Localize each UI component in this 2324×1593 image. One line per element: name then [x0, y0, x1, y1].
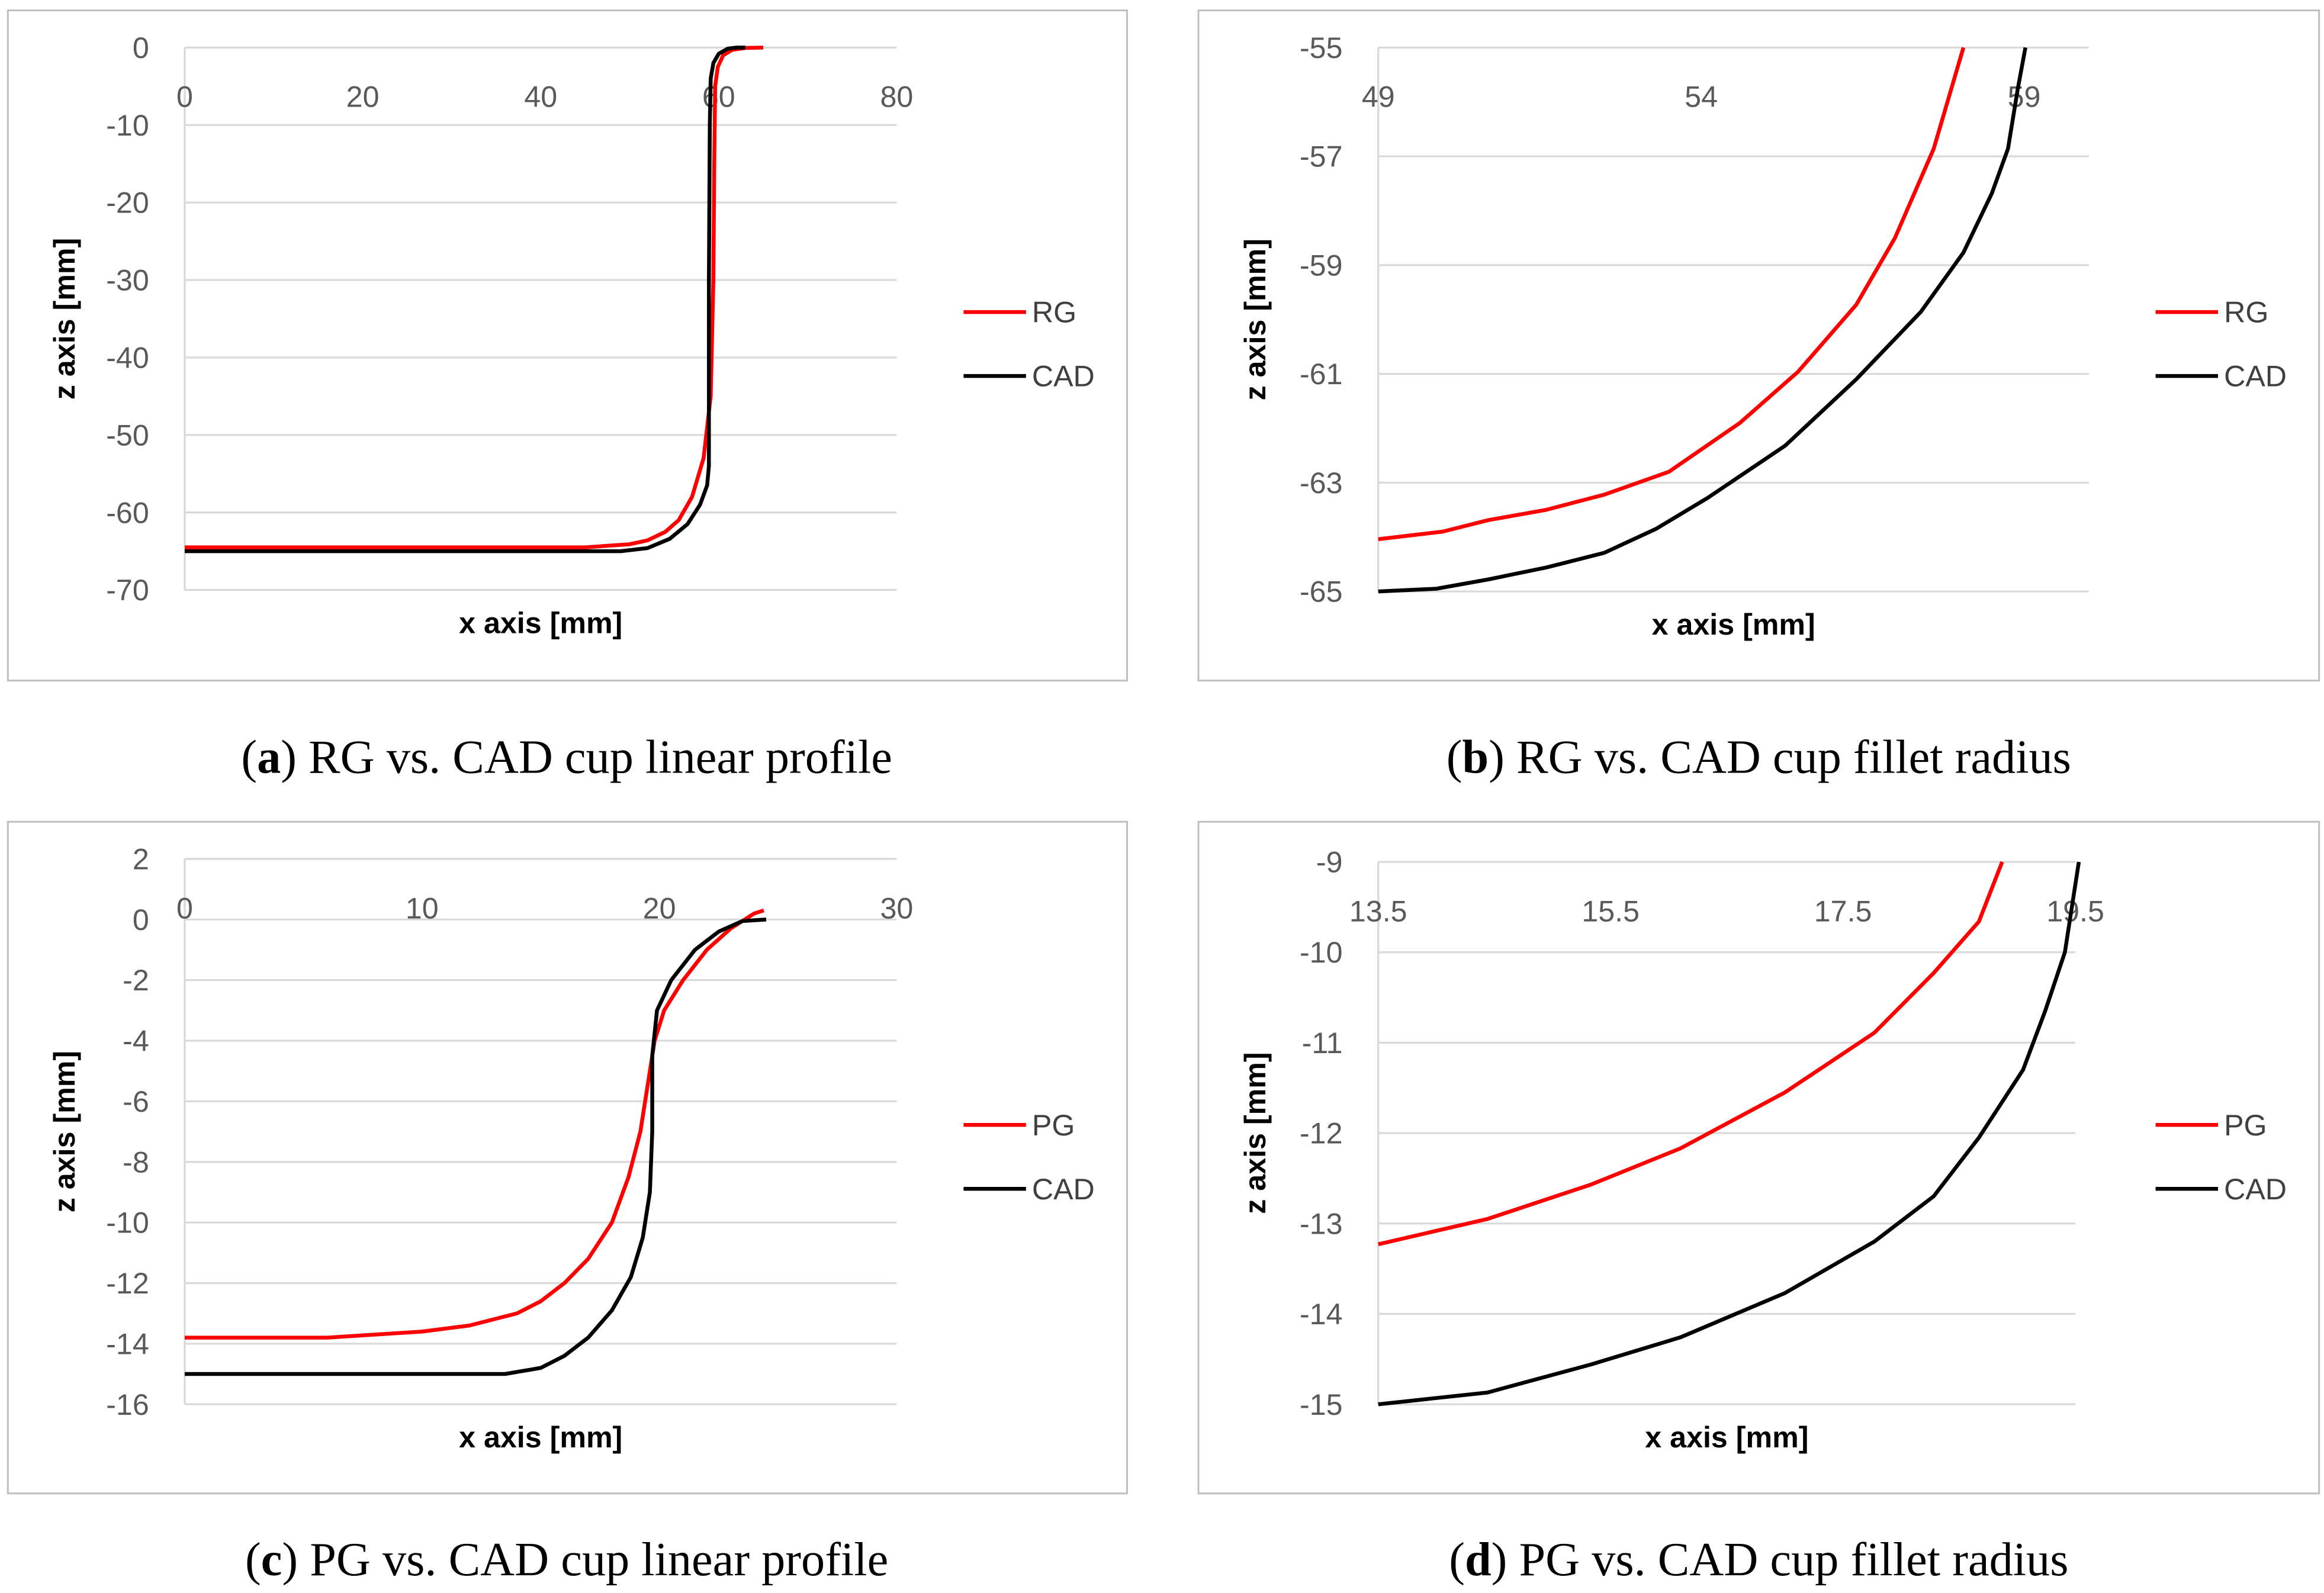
y-tick-label: -6 [123, 1085, 149, 1118]
y-tick-label: -12 [106, 1267, 149, 1300]
y-tick-label: -10 [106, 1206, 149, 1240]
x-tick-label: 17.5 [1814, 894, 1872, 928]
series-line-pg [1378, 861, 2004, 1247]
y-axis-title: z axis [mm] [48, 1051, 81, 1212]
y-tick-label: -13 [1300, 1207, 1343, 1240]
series-line-cad [185, 46, 745, 553]
y-tick-label: 0 [133, 31, 149, 65]
y-tick-label: -8 [123, 1145, 149, 1179]
y-tick-label: -4 [123, 1025, 149, 1058]
legend-label: CAD [1032, 360, 1095, 393]
caption-paren: ( [241, 730, 257, 783]
y-tick-label: -10 [106, 109, 149, 142]
caption-paren: ( [245, 1533, 261, 1586]
x-tick-label: 40 [524, 81, 557, 114]
x-axis-title: x axis [mm] [1645, 1421, 1808, 1454]
y-tick-label: -11 [1302, 1026, 1343, 1060]
x-tick-label: 15.5 [1582, 894, 1640, 928]
legend-label: CAD [1032, 1173, 1095, 1206]
y-tick-label: -70 [106, 574, 149, 607]
x-axis-title: x axis [mm] [459, 606, 622, 639]
y-tick-label: -55 [1300, 31, 1343, 65]
x-tick-label: 13.5 [1349, 894, 1407, 928]
figure-caption: (d) PG vs. CAD cup fillet radius [1449, 1533, 2068, 1586]
chart-frame [1197, 9, 2320, 682]
y-tick-label: -61 [1300, 358, 1343, 391]
x-tick-label: 0 [176, 81, 193, 114]
legend-label: PG [1032, 1109, 1075, 1142]
caption-paren: ) [1489, 730, 1516, 783]
caption-paren: ) [1492, 1533, 1519, 1586]
legend-label: RG [2224, 296, 2268, 329]
y-tick-label: -16 [106, 1388, 149, 1421]
caption-letter: c [261, 1533, 282, 1586]
legend-label: CAD [2224, 1173, 2287, 1206]
x-tick-label: 20 [346, 81, 380, 114]
y-tick-label: -50 [106, 419, 149, 452]
caption-paren: ) [281, 730, 308, 783]
chart-panel-a: 0 -10 -20 -30 -40 -50 -60 -70 0 20 40 60 80 x axis [m… [7, 9, 1129, 783]
y-axis-title: z axis [mm] [1239, 1052, 1272, 1214]
chart-panel-c: 20-2-4-6-8-10-12-14-160 10 20 30x axis [mm]… [7, 820, 1129, 1586]
y-tick-label: 2 [133, 843, 149, 876]
x-tick-label: 80 [880, 81, 914, 114]
y-tick-label: -57 [1300, 140, 1343, 173]
y-tick-label: -59 [1300, 249, 1343, 282]
y-tick-label: -2 [123, 964, 149, 997]
caption-paren: ) [282, 1533, 310, 1586]
x-tick-label: 19.5 [2046, 894, 2104, 928]
x-tick-label: 10 [406, 892, 439, 925]
x-tick-label: 54 [1685, 81, 1718, 114]
x-axis-title: x axis [mm] [1652, 608, 1815, 641]
y-tick-label: -60 [106, 496, 149, 529]
series-line-pg [185, 908, 764, 1340]
series-line-cad [1378, 47, 2027, 594]
x-tick-label: 49 [1362, 81, 1395, 114]
x-tick-label: 0 [176, 892, 193, 925]
chart-frame [7, 9, 1129, 682]
x-axis-title: x axis [mm] [459, 1421, 622, 1454]
x-tick-label: 30 [880, 892, 914, 925]
legend-label: RG [1032, 296, 1076, 329]
caption-text: PG vs. CAD cup fillet radius [1519, 1533, 2068, 1586]
y-tick-label: -9 [1316, 846, 1343, 879]
y-axis-title: z axis [mm] [48, 238, 81, 400]
figure-caption: (b) RG vs. CAD cup fillet radius [1447, 730, 2071, 783]
legend-label: CAD [2224, 360, 2287, 393]
figure-caption: (a) RG vs. CAD cup linear profile [241, 730, 892, 783]
figure-caption: (c) PG vs. CAD cup linear profile [245, 1533, 888, 1586]
caption-letter: a [257, 730, 281, 783]
x-tick-label: 59 [2008, 81, 2041, 114]
caption-text: RG vs. CAD cup fillet radius [1516, 730, 2071, 783]
legend-label: PG [2224, 1109, 2267, 1142]
series-line-cad [185, 918, 767, 1376]
y-tick-label: -40 [106, 341, 149, 374]
y-tick-label: -10 [1300, 936, 1343, 969]
chart-frame [7, 820, 1129, 1495]
y-tick-label: -65 [1300, 575, 1343, 609]
y-tick-label: 0 [133, 903, 149, 937]
y-tick-label: -15 [1300, 1388, 1343, 1421]
y-tick-label: -20 [106, 186, 149, 220]
caption-letter: d [1465, 1533, 1492, 1586]
series-line-cad [1378, 861, 2081, 1407]
y-axis-title: z axis [mm] [1239, 239, 1272, 400]
chart-panel-b: -55 -57 -59 -61 -63 -65 49 54 59 x axis [mm] z axi… [1197, 9, 2320, 783]
chart-panel-d: -9 -10 -11 -12 -13 -14 -15 13.5 15.5 17.5 19.5 x ax… [1197, 820, 2320, 1586]
chart-frame [1197, 820, 2320, 1495]
y-tick-label: -30 [106, 264, 149, 297]
y-tick-label: -12 [1300, 1117, 1343, 1150]
caption-paren: ( [1449, 1533, 1465, 1586]
y-tick-label: -63 [1300, 466, 1343, 500]
caption-text: RG vs. CAD cup linear profile [308, 730, 892, 783]
caption-text: PG vs. CAD cup linear profile [310, 1533, 888, 1586]
caption-paren: ( [1447, 730, 1462, 783]
y-tick-label: -14 [1300, 1298, 1343, 1331]
caption-letter: b [1462, 730, 1489, 783]
x-tick-label: 20 [643, 892, 676, 925]
x-tick-label: 60 [702, 81, 735, 114]
y-tick-label: -14 [106, 1327, 149, 1360]
series-line-rg [1378, 47, 1966, 542]
